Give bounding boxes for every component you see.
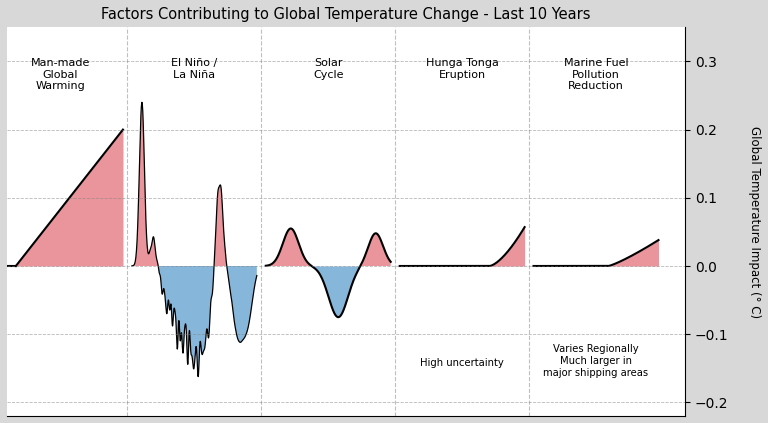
Text: Varies Regionally
Much larger in
major shipping areas: Varies Regionally Much larger in major s… [544,344,648,378]
Text: El Niño /
La Niña: El Niño / La Niña [171,58,217,80]
Text: Solar
Cycle: Solar Cycle [313,58,343,80]
Title: Factors Contributing to Global Temperature Change - Last 10 Years: Factors Contributing to Global Temperatu… [101,7,591,22]
Text: Marine Fuel
Pollution
Reduction: Marine Fuel Pollution Reduction [564,58,628,91]
Text: Hunga Tonga
Eruption: Hunga Tonga Eruption [425,58,498,80]
Y-axis label: Global Temperature Impact (° C): Global Temperature Impact (° C) [748,126,761,318]
Text: Man-made
Global
Warming: Man-made Global Warming [31,58,90,91]
Text: High uncertainty: High uncertainty [420,358,504,368]
